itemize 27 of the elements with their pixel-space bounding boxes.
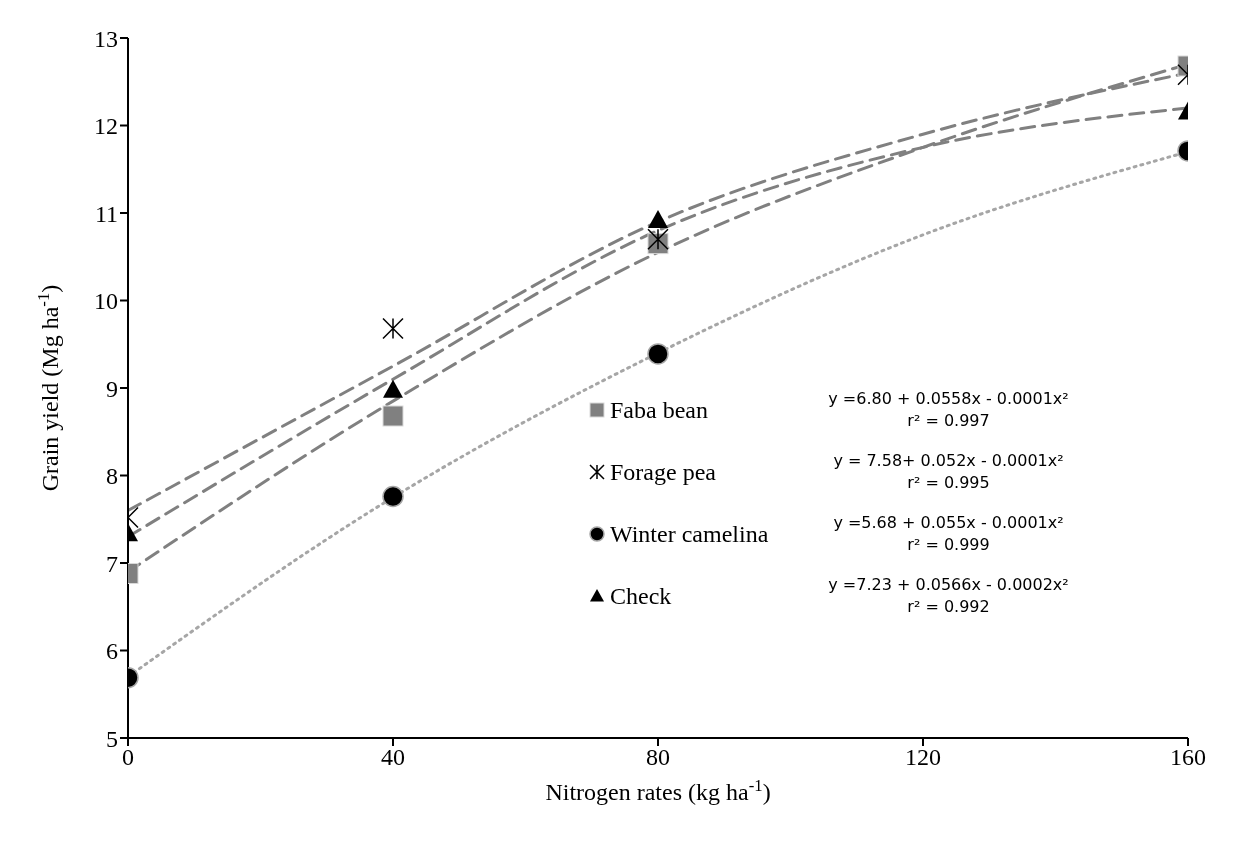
legend-label: Winter camelina	[610, 520, 769, 548]
annotation: r² = 0.995	[906, 472, 991, 494]
y-tick-label: 7	[106, 550, 118, 577]
annotation: y =6.80 + 0.0558x - 0.0001x²	[828, 388, 1069, 410]
annotation: y = 7.58+ 0.052x - 0.0001x²	[832, 450, 1065, 472]
legend-label: Check	[610, 582, 672, 610]
x-axis-title: Nitrogen rates (kg ha$^{-1}$)	[545, 775, 771, 805]
y-tick-label: 11	[94, 200, 118, 227]
y-tick-label: 6	[106, 638, 118, 665]
y-tick-label: 8	[106, 463, 118, 490]
y-tick-label: 12	[94, 113, 118, 140]
x-tick-label: 160	[1170, 744, 1206, 771]
legend-label: Faba bean	[610, 396, 708, 424]
x-tick-label: 40	[381, 744, 405, 771]
x-tick-label: 0	[122, 744, 134, 771]
annotation: r² = 0.999	[906, 534, 991, 556]
legend-label: Forage pea	[610, 458, 716, 486]
x-tick-label: 80	[646, 744, 670, 771]
y-tick-label: 10	[94, 288, 118, 315]
annotation: y =5.68 + 0.055x - 0.0001x²	[832, 512, 1065, 534]
y-tick-label: 13	[94, 25, 118, 52]
annotation: r² = 0.997	[906, 410, 991, 432]
x-tick-label: 120	[905, 744, 941, 771]
annotation: r² = 0.992	[906, 596, 991, 618]
y-tick-label: 9	[106, 375, 118, 402]
annotation: y =7.23 + 0.0566x - 0.0002x²	[828, 574, 1069, 596]
y-tick-label: 5	[106, 725, 118, 752]
